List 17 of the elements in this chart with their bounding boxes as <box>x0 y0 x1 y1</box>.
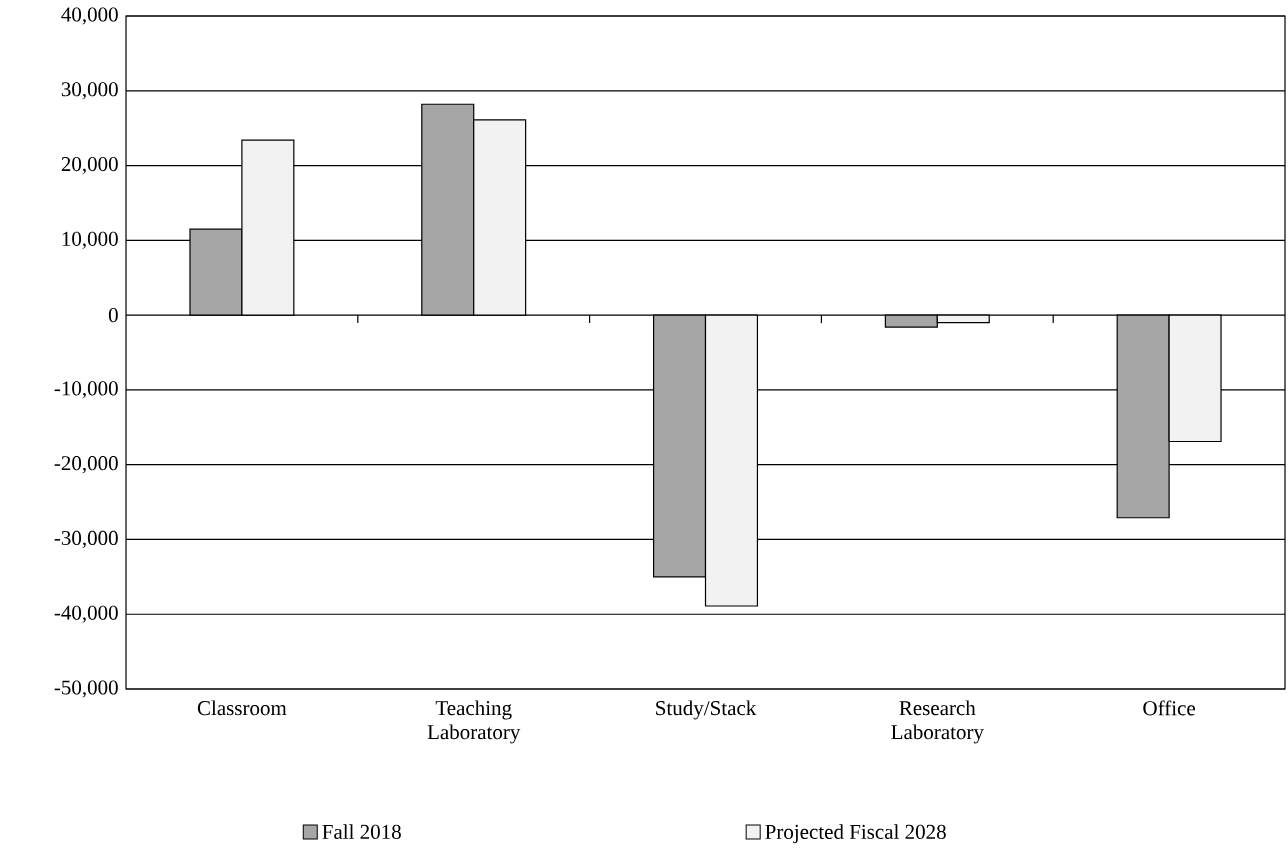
y-tick-label: 10,000 <box>62 231 118 249</box>
x-tick-label: Teaching Laboratory <box>427 700 521 744</box>
y-tick-label: -10,000 <box>54 381 118 399</box>
x-tick-label: Research Laboratory <box>891 700 984 744</box>
y-tick-label: -40,000 <box>54 605 118 623</box>
y-tick-label: -30,000 <box>54 530 118 549</box>
legend-label: Fall 2018 <box>322 824 401 839</box>
y-tick-label: 0 <box>108 308 118 323</box>
legend-label: Projected Fiscal 2028 <box>765 824 946 844</box>
y-tick-label: 30,000 <box>61 82 118 100</box>
x-tick-label: Study/Stack <box>656 700 757 720</box>
x-tick-label: Classroom <box>197 700 287 716</box>
y-tick-label: -20,000 <box>54 456 118 474</box>
y-tick-label: -50,000 <box>54 680 118 698</box>
y-tick-label: 40,000 <box>61 7 118 25</box>
y-tick-label: 20,000 <box>61 156 118 175</box>
x-tick-label: Office <box>1143 700 1196 716</box>
